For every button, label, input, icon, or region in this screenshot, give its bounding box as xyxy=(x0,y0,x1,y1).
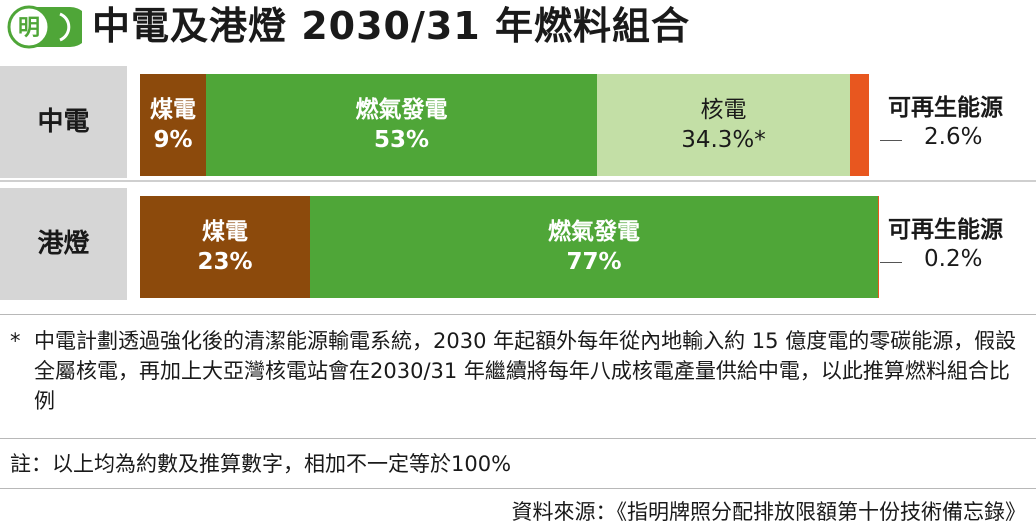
bar-segment xyxy=(850,74,869,176)
segment-name: 核電 xyxy=(700,97,747,123)
row-clp: 中電 煤電 9% 燃氣發電 53% 核電 34.3%* 可再生能源 2.6% xyxy=(0,66,1036,178)
segment-label: 煤電 9% xyxy=(140,74,206,176)
segment-value: 77% xyxy=(566,249,622,275)
bar-segment: 核電 34.3%* xyxy=(597,74,850,176)
footnote-marker: * xyxy=(10,329,21,353)
bar-clp: 煤電 9% 燃氣發電 53% 核電 34.3%* xyxy=(140,74,878,176)
row-label-hke: 港燈 xyxy=(37,229,90,259)
segment-value: 23% xyxy=(197,249,253,275)
row-label-box: 中電 xyxy=(0,66,127,178)
bar-segment xyxy=(878,196,879,298)
row-hke: 港燈 煤電 23% 燃氣發電 77% 可再生能源 0.2% xyxy=(0,188,1036,300)
remark-text: 註：以上均為約數及推算數字，相加不一定等於100% xyxy=(10,452,512,476)
source-text: 資料來源：《指明牌照分配排放限額第十份技術備忘錄》 xyxy=(511,500,1027,524)
header: 明 中電及港燈 2030/31 年燃料組合 xyxy=(0,0,1036,56)
segment-value: 34.3%* xyxy=(681,127,766,153)
callout-value: 2.6% xyxy=(924,124,983,150)
row-label-clp: 中電 xyxy=(37,107,90,137)
chart-title: 中電及港燈 2030/31 年燃料組合 xyxy=(92,4,690,48)
row-divider xyxy=(0,180,1036,182)
divider-mid xyxy=(0,438,1036,439)
segment-label: 核電 34.3%* xyxy=(597,74,850,176)
callout-label: 可再生能源 xyxy=(888,217,1003,243)
segment-name: 燃氣發電 xyxy=(548,219,640,245)
callout-leader-line xyxy=(880,140,902,141)
segment-value: 9% xyxy=(153,127,193,153)
segment-name: 煤電 xyxy=(150,97,196,123)
bar-segment: 燃氣發電 53% xyxy=(206,74,597,176)
footnote-text: 中電計劃透過強化後的清潔能源輸電系統，2030 年起額外每年從內地輸入約 15 … xyxy=(34,329,1017,413)
callout-clp-renewable: 可再生能源 2.6% xyxy=(880,74,1036,176)
segment-label: 燃氣發電 77% xyxy=(310,196,878,298)
callout-leader-line xyxy=(880,262,902,263)
mingpao-logo-icon: 明 xyxy=(7,5,82,49)
bar-segment: 煤電 23% xyxy=(140,196,310,298)
bar-segment: 燃氣發電 77% xyxy=(310,196,878,298)
callout-label: 可再生能源 xyxy=(888,95,1003,121)
segment-name: 燃氣發電 xyxy=(355,97,448,123)
segment-value: 53% xyxy=(373,127,430,153)
bar-hke: 煤電 23% 燃氣發電 77% xyxy=(140,196,879,298)
divider-bottom xyxy=(0,488,1036,489)
divider-top xyxy=(0,314,1036,315)
segment-name: 煤電 xyxy=(202,219,248,245)
svg-text:明: 明 xyxy=(18,16,40,41)
segment-label: 燃氣發電 53% xyxy=(206,74,597,176)
row-label-box: 港燈 xyxy=(0,188,127,300)
bar-segment: 煤電 9% xyxy=(140,74,206,176)
callout-hke-renewable: 可再生能源 0.2% xyxy=(880,196,1036,298)
callout-value: 0.2% xyxy=(924,246,983,272)
segment-label: 煤電 23% xyxy=(140,196,310,298)
fuel-mix-chart: 中電 煤電 9% 燃氣發電 53% 核電 34.3%* 可再生能源 2.6% 港燈 煤電 2… xyxy=(0,66,1036,302)
